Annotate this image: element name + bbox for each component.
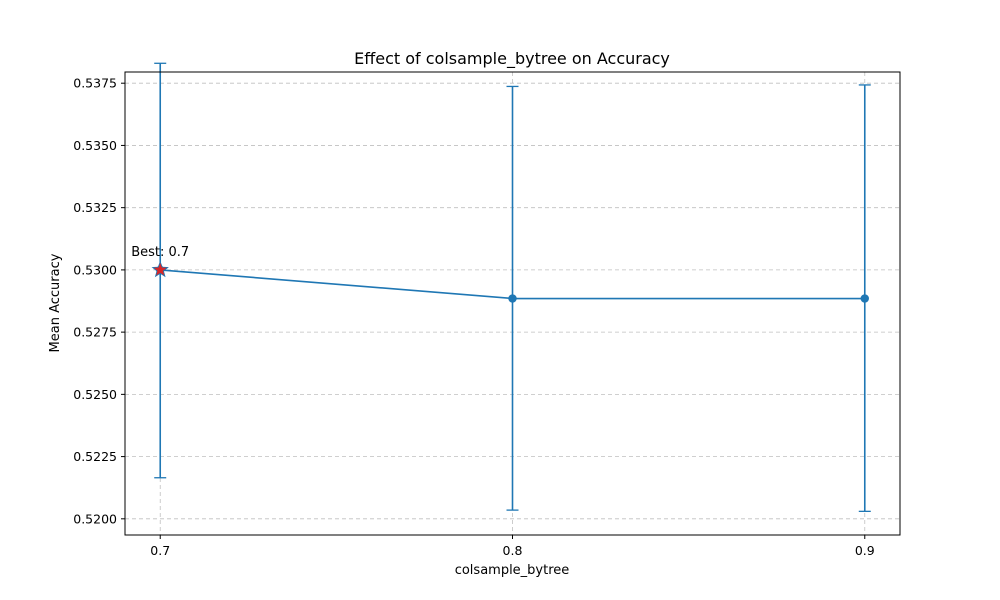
chart-title: Effect of colsample_bytree on Accuracy: [354, 49, 670, 69]
plot-area-frame: [124, 71, 901, 536]
data-points: [151, 260, 869, 303]
axis-ticks: 0.5200 0.5225 0.5250 0.5275 0.5300 0.5325 0.53…: [73, 76, 875, 558]
y-tick-label: 0.5200: [73, 511, 117, 526]
y-tick-label: 0.5325: [73, 200, 117, 215]
y-tick-label: 0.5225: [73, 449, 117, 464]
x-tick-label: 0.9: [855, 543, 875, 558]
x-axis-label: colsample_bytree: [455, 563, 570, 578]
y-tick-label: 0.5350: [73, 138, 117, 153]
y-tick-label: 0.5300: [73, 262, 117, 277]
y-tick-label: 0.5275: [73, 325, 117, 340]
y-tick-label: 0.5375: [73, 76, 117, 91]
best-annotation: Best: 0.7: [131, 245, 189, 260]
y-tick-label: 0.5250: [73, 387, 117, 402]
y-axis-label: Mean Accuracy: [48, 253, 63, 352]
x-tick-label: 0.8: [503, 543, 523, 558]
best-star-marker: [151, 260, 169, 278]
data-point: [508, 294, 517, 303]
x-tick-label: 0.7: [150, 543, 170, 558]
data-point: [860, 294, 869, 303]
